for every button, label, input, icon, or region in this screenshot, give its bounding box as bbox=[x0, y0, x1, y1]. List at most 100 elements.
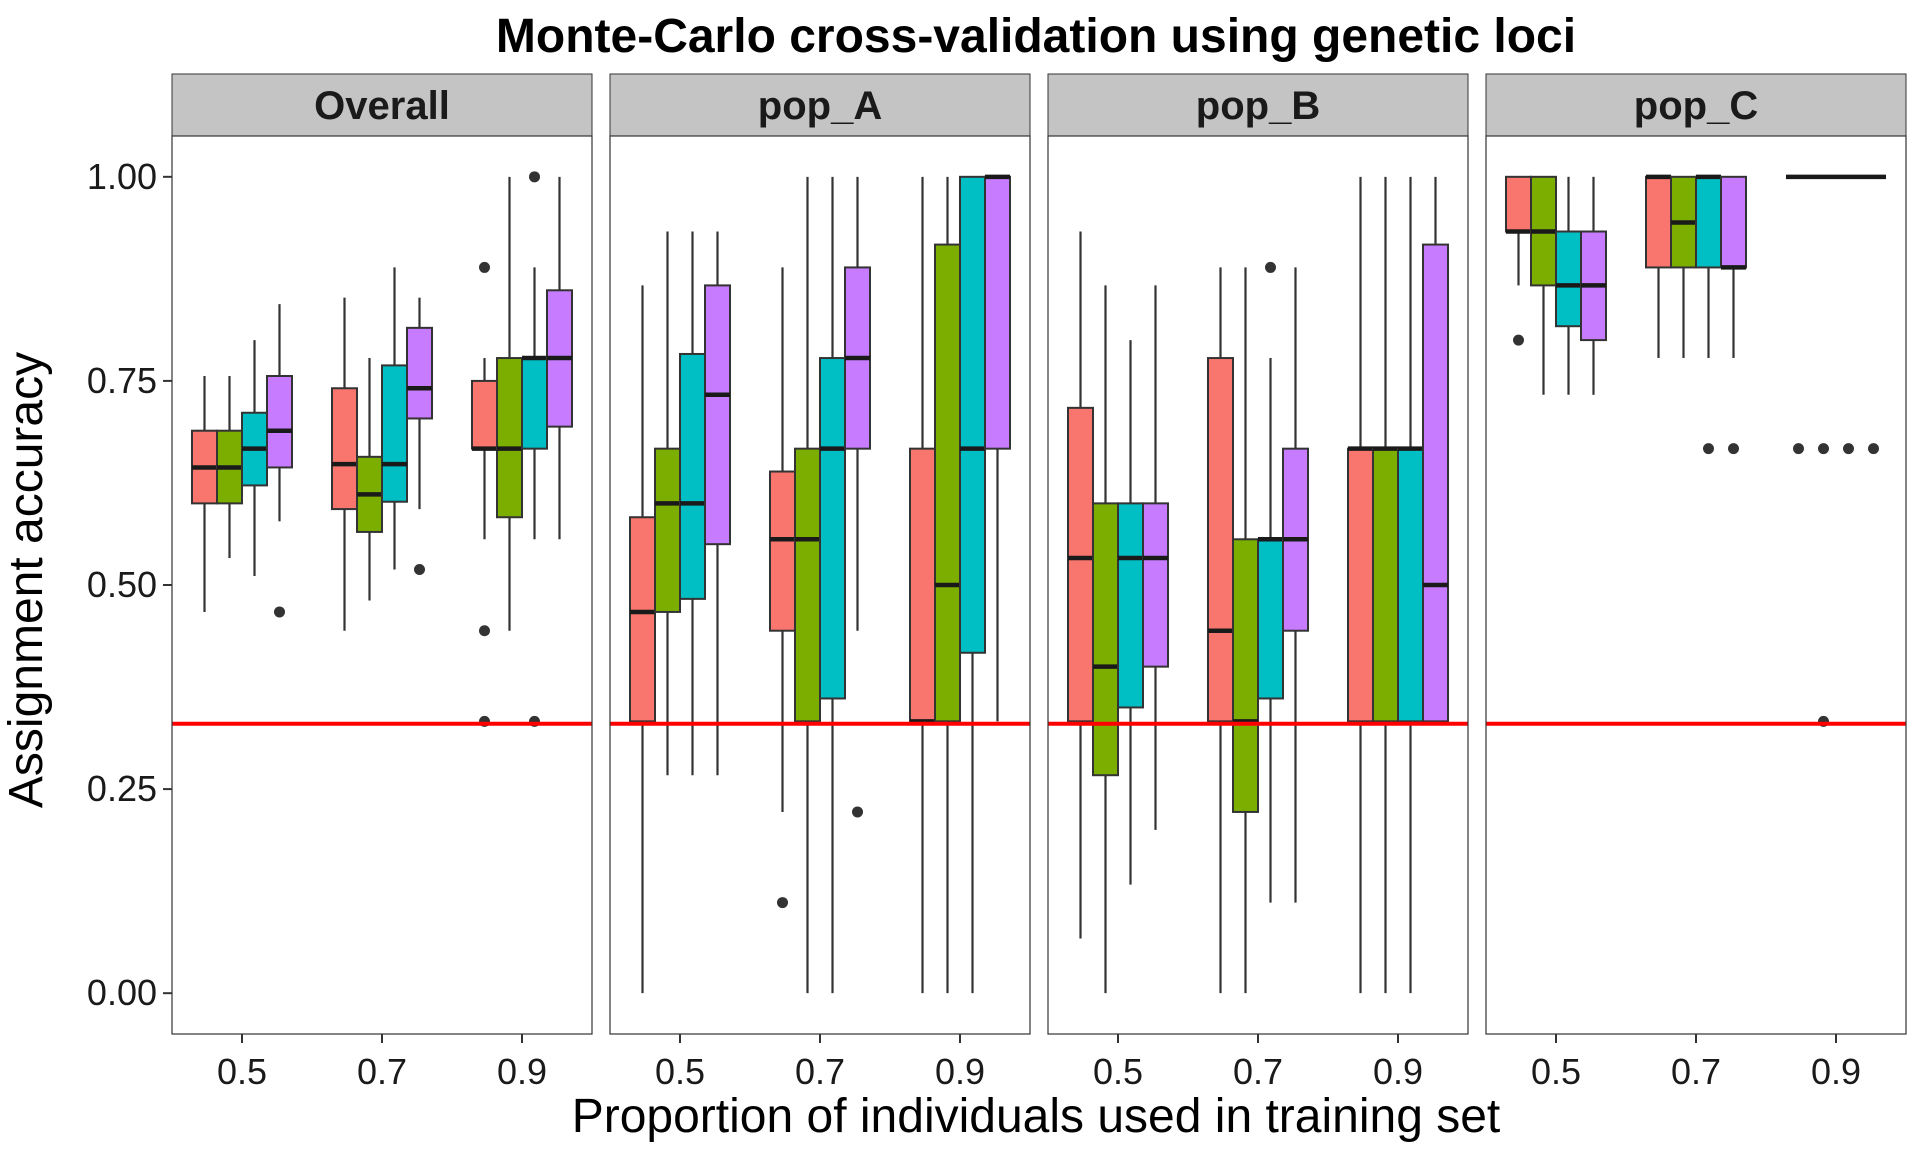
box-body bbox=[1142, 502, 1169, 668]
box bbox=[406, 297, 433, 575]
box bbox=[356, 358, 383, 601]
box-body bbox=[1257, 538, 1284, 700]
outlier-point bbox=[479, 625, 490, 637]
box bbox=[1142, 285, 1169, 830]
facet-strip bbox=[609, 73, 1031, 137]
outlier-point bbox=[777, 897, 788, 909]
box bbox=[381, 267, 408, 570]
x-tick-label: 0.7 bbox=[1671, 1051, 1721, 1092]
box-body bbox=[521, 357, 548, 450]
box bbox=[1257, 261, 1284, 903]
facet-strip-label: pop_B bbox=[1196, 84, 1320, 128]
y-axis-title: Assignment accuracy bbox=[0, 352, 53, 808]
outlier-point bbox=[852, 806, 863, 818]
box-body bbox=[266, 375, 293, 469]
box bbox=[241, 340, 268, 577]
panel-pop-b: pop_B 0.5 0.7 0.9 bbox=[1047, 73, 1469, 1092]
box-body bbox=[1695, 175, 1722, 269]
box bbox=[1117, 340, 1144, 885]
box-body bbox=[794, 447, 821, 723]
box bbox=[769, 267, 796, 909]
box bbox=[704, 231, 731, 776]
y-tick-label: 0.25 bbox=[87, 768, 157, 809]
box-body bbox=[496, 357, 523, 519]
box bbox=[331, 297, 358, 631]
box bbox=[546, 176, 573, 540]
x-tick-label: 0.9 bbox=[497, 1051, 547, 1092]
box-body bbox=[984, 175, 1011, 450]
box bbox=[679, 231, 706, 776]
outlier-point bbox=[1513, 334, 1524, 346]
panel-plot-area bbox=[1067, 176, 1449, 994]
box bbox=[1347, 176, 1374, 994]
box-body bbox=[1117, 502, 1144, 709]
box-body bbox=[679, 352, 706, 600]
box bbox=[1207, 267, 1234, 994]
outlier-point bbox=[529, 171, 540, 183]
box-body bbox=[1397, 447, 1424, 723]
x-axis-title: Proportion of individuals used in traini… bbox=[572, 1090, 1501, 1143]
outlier-point bbox=[1728, 443, 1739, 455]
box bbox=[1720, 175, 1747, 455]
box-body bbox=[1555, 230, 1582, 328]
box-body bbox=[769, 470, 796, 632]
box bbox=[819, 176, 846, 994]
x-tick-label: 0.5 bbox=[217, 1051, 267, 1092]
box-body bbox=[934, 243, 961, 723]
x-tick-label: 0.7 bbox=[1233, 1051, 1283, 1092]
facet-strip bbox=[1485, 73, 1907, 137]
box bbox=[654, 231, 681, 776]
box-body bbox=[1422, 243, 1449, 723]
y-tick-label: 0.00 bbox=[87, 972, 157, 1013]
x-tick-label: 0.5 bbox=[1531, 1051, 1581, 1092]
x-tick-label: 0.9 bbox=[1811, 1051, 1861, 1092]
box bbox=[909, 176, 936, 994]
box-body bbox=[1092, 502, 1119, 777]
outlier-point bbox=[274, 606, 285, 618]
box bbox=[521, 171, 548, 727]
panel-plot-area bbox=[1505, 174, 1886, 727]
panel-plot-area bbox=[191, 171, 573, 727]
box bbox=[1555, 176, 1582, 395]
box-body bbox=[819, 357, 846, 700]
box bbox=[1422, 176, 1449, 723]
x-tick-label: 0.7 bbox=[357, 1051, 407, 1092]
box-body bbox=[1347, 447, 1374, 723]
y-tick-label: 0.75 bbox=[87, 360, 157, 401]
box bbox=[1372, 176, 1399, 994]
box bbox=[1580, 176, 1607, 395]
x-tick-label: 0.7 bbox=[795, 1051, 845, 1092]
box bbox=[1282, 267, 1309, 903]
box-body bbox=[331, 387, 358, 511]
box-body bbox=[959, 175, 986, 654]
box-body bbox=[1232, 538, 1259, 813]
box bbox=[1861, 174, 1886, 455]
box bbox=[794, 176, 821, 994]
facet-strip-label: pop_C bbox=[1634, 84, 1758, 128]
x-tick-label: 0.9 bbox=[935, 1051, 985, 1092]
box-body bbox=[704, 284, 731, 546]
box-body bbox=[471, 379, 498, 450]
box-body bbox=[381, 364, 408, 503]
box bbox=[1505, 175, 1532, 346]
box bbox=[1836, 174, 1861, 455]
box bbox=[191, 376, 218, 612]
box bbox=[1695, 174, 1722, 455]
y-tick-label: 0.50 bbox=[87, 564, 157, 605]
x-tick-label: 0.9 bbox=[1373, 1051, 1423, 1092]
box bbox=[984, 174, 1011, 722]
box bbox=[844, 176, 871, 818]
panel-pop-c: pop_C 0.5 0.7 0.9 bbox=[1485, 73, 1907, 1092]
outlier-point bbox=[414, 563, 425, 575]
panel-pop-a: pop_A 0.5 0.7 0.9 bbox=[609, 73, 1031, 1092]
box bbox=[1670, 175, 1697, 359]
outlier-point bbox=[1818, 443, 1829, 455]
y-tick-label: 1.00 bbox=[87, 156, 157, 197]
box bbox=[1092, 285, 1119, 994]
box-body bbox=[654, 447, 681, 613]
box bbox=[1645, 174, 1672, 359]
box bbox=[934, 176, 961, 994]
box-body bbox=[1067, 406, 1094, 723]
box bbox=[216, 376, 243, 559]
outlier-point bbox=[1843, 443, 1854, 455]
